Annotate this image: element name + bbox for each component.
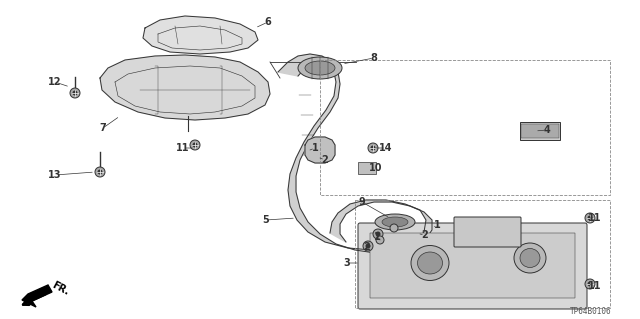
Circle shape xyxy=(373,229,383,239)
Circle shape xyxy=(588,281,593,286)
Bar xyxy=(520,122,560,140)
Circle shape xyxy=(363,241,373,251)
Text: 11: 11 xyxy=(176,143,189,153)
FancyBboxPatch shape xyxy=(454,217,521,247)
Text: 9: 9 xyxy=(358,197,365,207)
Text: 2: 2 xyxy=(322,155,328,165)
Circle shape xyxy=(585,279,595,289)
Circle shape xyxy=(585,213,595,223)
Text: 12: 12 xyxy=(48,77,61,87)
Bar xyxy=(355,200,610,308)
Circle shape xyxy=(368,143,378,153)
Text: 11: 11 xyxy=(588,281,602,291)
Ellipse shape xyxy=(298,57,342,79)
Polygon shape xyxy=(305,137,335,163)
Text: 7: 7 xyxy=(100,123,106,133)
Circle shape xyxy=(390,224,398,232)
Bar xyxy=(370,233,575,298)
Circle shape xyxy=(371,145,376,151)
Ellipse shape xyxy=(375,214,415,230)
Bar xyxy=(521,124,559,138)
Text: 5: 5 xyxy=(262,215,269,225)
Ellipse shape xyxy=(305,61,335,75)
Polygon shape xyxy=(278,54,432,253)
Polygon shape xyxy=(143,16,258,54)
Text: 3: 3 xyxy=(344,258,350,268)
Circle shape xyxy=(70,88,80,98)
Circle shape xyxy=(97,169,102,174)
Text: 14: 14 xyxy=(380,143,393,153)
Circle shape xyxy=(95,167,105,177)
Text: 13: 13 xyxy=(48,170,61,180)
Text: 1: 1 xyxy=(434,220,440,230)
Bar xyxy=(320,60,610,195)
Circle shape xyxy=(376,236,384,244)
Ellipse shape xyxy=(417,252,442,274)
Text: FR.: FR. xyxy=(50,280,70,298)
FancyBboxPatch shape xyxy=(358,223,587,309)
Bar xyxy=(358,162,376,174)
Text: 1: 1 xyxy=(374,232,380,242)
Text: 2: 2 xyxy=(422,230,428,240)
Text: 10: 10 xyxy=(369,163,383,173)
Circle shape xyxy=(190,140,200,150)
Ellipse shape xyxy=(411,246,449,280)
Text: 6: 6 xyxy=(264,17,271,27)
Circle shape xyxy=(588,216,593,220)
Polygon shape xyxy=(100,55,270,120)
Text: 2: 2 xyxy=(364,242,371,252)
Ellipse shape xyxy=(382,217,408,227)
Ellipse shape xyxy=(520,249,540,268)
Circle shape xyxy=(193,143,198,147)
Text: 4: 4 xyxy=(543,125,550,135)
Circle shape xyxy=(376,232,381,236)
Circle shape xyxy=(72,91,77,95)
Circle shape xyxy=(365,243,371,249)
Ellipse shape xyxy=(514,243,546,273)
Text: 8: 8 xyxy=(371,53,378,63)
Polygon shape xyxy=(22,285,52,307)
Text: 1: 1 xyxy=(312,143,318,153)
Text: 11: 11 xyxy=(588,213,602,223)
Text: TP64B0106: TP64B0106 xyxy=(570,308,612,316)
